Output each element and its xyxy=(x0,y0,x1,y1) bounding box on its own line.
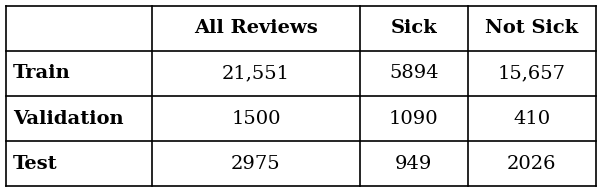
Text: 410: 410 xyxy=(514,110,550,127)
Text: Validation: Validation xyxy=(13,110,124,127)
Text: 1500: 1500 xyxy=(231,110,281,127)
Text: Train: Train xyxy=(13,65,71,82)
Text: 21,551: 21,551 xyxy=(222,65,290,82)
Text: Sick: Sick xyxy=(391,19,437,37)
Text: 949: 949 xyxy=(395,155,432,173)
Text: Not Sick: Not Sick xyxy=(485,19,579,37)
Text: 15,657: 15,657 xyxy=(498,65,566,82)
Text: Test: Test xyxy=(13,155,58,173)
Text: 2026: 2026 xyxy=(507,155,556,173)
Text: 1090: 1090 xyxy=(389,110,439,127)
Text: All Reviews: All Reviews xyxy=(194,19,318,37)
Text: 2975: 2975 xyxy=(231,155,281,173)
Text: 5894: 5894 xyxy=(389,65,439,82)
